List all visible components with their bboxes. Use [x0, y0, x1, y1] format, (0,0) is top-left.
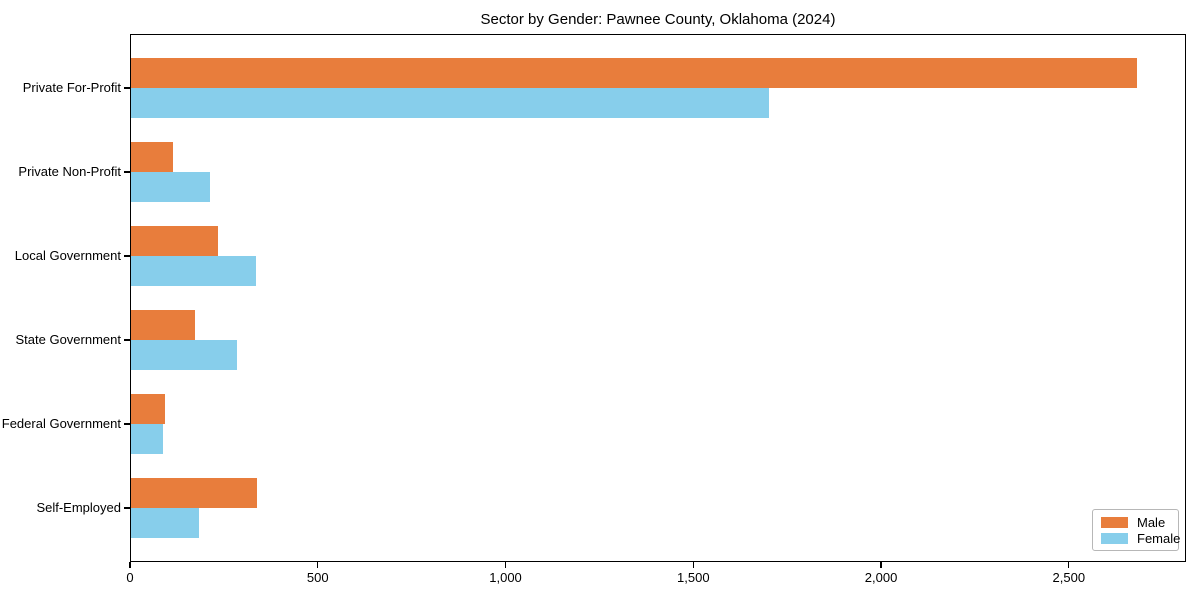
bar-male-federal-government — [131, 393, 166, 424]
x-axis-label-1500: 1,500 — [677, 570, 710, 585]
bar-male-private-non-profit — [131, 141, 174, 172]
chart-title: Sector by Gender: Pawnee County, Oklahom… — [480, 11, 836, 28]
bar-female-private-non-profit — [131, 171, 211, 202]
y-tick-self-employed — [124, 507, 130, 509]
legend-swatch-male — [1101, 517, 1128, 528]
y-axis-label-self-employed: Self-Employed — [36, 500, 121, 515]
y-axis-label-local-government: Local Government — [14, 248, 121, 263]
bar-male-state-government — [131, 309, 195, 340]
bar-female-self-employed — [131, 507, 199, 538]
legend-entry-female: Female — [1101, 531, 1180, 546]
legend-entry-male: Male — [1101, 515, 1170, 530]
plot-area — [130, 34, 1186, 562]
y-tick-state-government — [124, 339, 130, 341]
legend-swatch-female — [1101, 533, 1128, 544]
bar-female-federal-government — [131, 423, 164, 454]
x-tick-500 — [317, 562, 319, 568]
y-tick-local-government — [124, 255, 130, 257]
x-axis-label-2000: 2,000 — [864, 570, 898, 585]
x-tick-2000 — [880, 562, 882, 568]
x-tick-1000 — [504, 562, 507, 568]
x-tick-0 — [129, 562, 131, 568]
y-axis-label-federal-government: Federal Government — [1, 416, 121, 431]
x-tick-2500 — [1068, 562, 1070, 568]
x-axis-label-500: 500 — [306, 570, 329, 585]
x-tick-1500 — [692, 562, 694, 568]
legend-label-female: Female — [1137, 531, 1181, 546]
bar-female-state-government — [131, 339, 237, 370]
legend-label-male: Male — [1137, 515, 1166, 530]
y-tick-private-for-profit — [124, 87, 130, 89]
y-tick-federal-government — [124, 423, 130, 425]
legend: Male Female — [1092, 509, 1180, 551]
y-axis-label-state-government: State Government — [15, 332, 122, 347]
y-axis-label-private-non-profit: Private Non-Profit — [18, 164, 121, 179]
y-axis-label-private-for-profit: Private For-Profit — [22, 80, 121, 95]
x-axis-label-2500: 2,500 — [1052, 570, 1086, 585]
bar-female-local-government — [131, 255, 257, 286]
bar-male-local-government — [131, 225, 219, 256]
bar-female-private-for-profit — [131, 87, 769, 118]
y-tick-private-non-profit — [124, 171, 130, 173]
bar-male-private-for-profit — [131, 57, 1137, 88]
bar-male-self-employed — [131, 477, 257, 508]
x-axis-label-1000: 1,000 — [489, 570, 522, 585]
x-axis-label-0: 0 — [126, 570, 134, 585]
